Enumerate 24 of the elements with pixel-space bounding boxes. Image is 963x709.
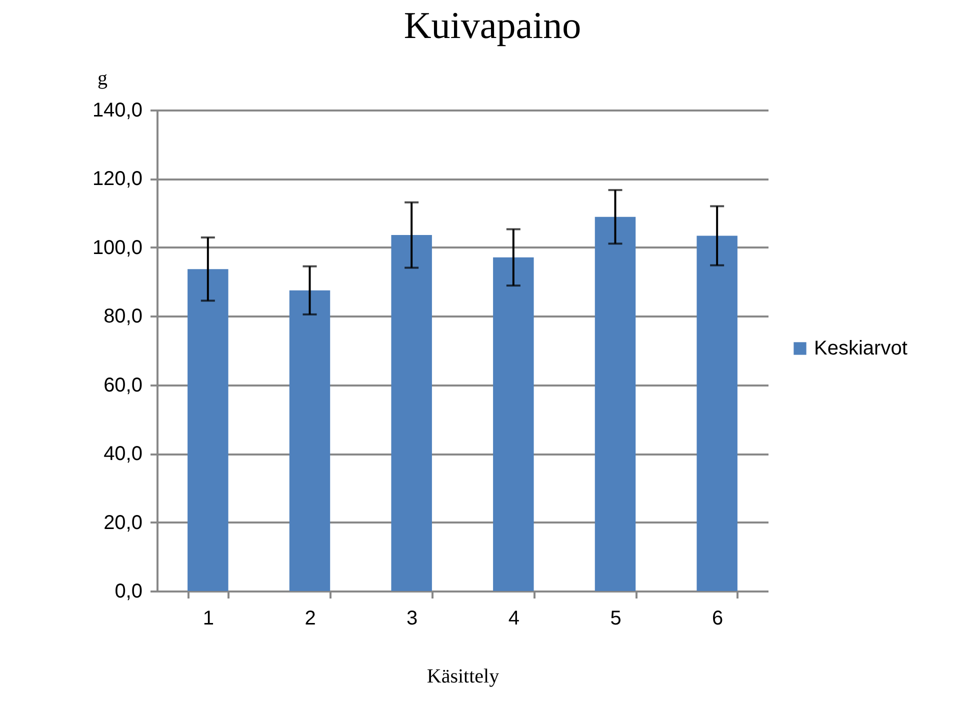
y-tick-label: 80,0 [104,306,142,328]
bar [391,235,432,591]
y-tick-label: 0,0 [114,580,142,602]
y-tick-label: 120,0 [92,168,142,190]
x-tick-label: 6 [712,608,724,630]
chart-title: Kuivapaino [404,5,582,47]
x-tick-label: 5 [610,608,622,630]
bar [594,216,636,591]
legend-label: Keskiarvot [814,338,908,360]
y-tick-label: 100,0 [92,236,142,259]
x-tick-label: 1 [202,608,214,630]
y-tick-label: 140,0 [92,100,142,122]
bar [289,290,330,591]
bar [696,236,738,591]
y-tick-label: 40,0 [104,443,142,466]
bar [493,257,534,591]
y-axis-title: g [98,68,108,90]
x-tick-label: 4 [508,608,520,630]
x-tick-label: 3 [406,608,418,630]
bar [188,269,228,591]
y-tick-label: 60,0 [104,374,142,396]
x-tick-label: 2 [304,608,316,630]
x-axis-title: Käsittely [426,666,500,688]
y-tick-label: 20,0 [104,512,142,534]
